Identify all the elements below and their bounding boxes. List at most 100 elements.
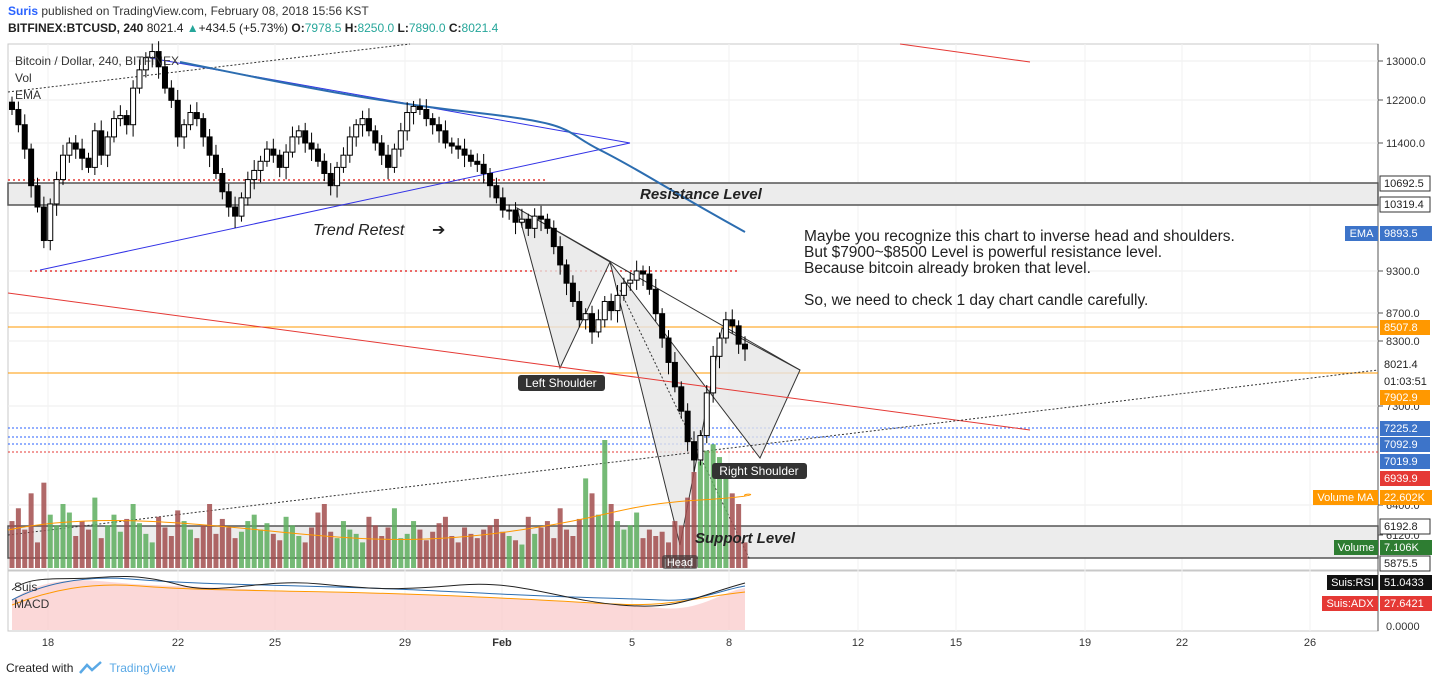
price-tag-bg (1380, 471, 1430, 486)
volume-bar (621, 529, 627, 568)
price-tag-bg (1380, 390, 1430, 405)
dotted-upper-channel (7, 43, 411, 93)
ema-line (179, 61, 746, 233)
candle-down (608, 300, 615, 312)
volume-bar (15, 508, 21, 568)
volume-bar (283, 516, 289, 568)
volume-bar (98, 538, 104, 568)
indicator-name-label: Volume MA (1317, 492, 1374, 504)
candle-down (729, 319, 736, 327)
right-shoulder-badge: Right Shoulder (712, 463, 807, 479)
candle-down (174, 99, 181, 138)
volume-bar (340, 521, 346, 568)
ema-legend: EMA (15, 88, 41, 102)
volume-bar (92, 497, 98, 568)
time-tick-label: 5 (629, 637, 635, 649)
volume-bar (474, 538, 480, 568)
candle-down (302, 130, 309, 144)
price-tick-label: 12200.0 (1386, 95, 1426, 107)
volume-bar (156, 516, 162, 568)
indicator-value-label: 22.602K (1384, 492, 1426, 504)
volume-bar (704, 450, 710, 568)
volume-bar (232, 538, 238, 568)
volume-bar (653, 536, 659, 568)
volume-bar (404, 533, 410, 568)
time-axis: 18 22 25 29 Feb 5 8 12 15 19 22 26 (42, 637, 1316, 649)
candle-up (627, 279, 634, 284)
candle-down (467, 154, 474, 162)
price-tag-bg (1379, 196, 1431, 213)
volume-bar (723, 465, 729, 568)
volume-bar (41, 482, 47, 568)
volume-bar (289, 525, 295, 568)
author-name[interactable]: Suris (8, 4, 39, 18)
volume-bar (28, 493, 34, 568)
candle-down (538, 215, 545, 220)
indicator-value-label: 9893.5 (1384, 228, 1418, 240)
indicator-name-tag (1345, 226, 1378, 241)
volume-bar (449, 536, 455, 568)
candle-down (232, 206, 239, 217)
price-tags: 10692.5 10319.4 9893.5 8507.8 8021.4 01:03:51… (1313, 175, 1432, 611)
candle-up (66, 142, 73, 156)
low-label: L: (397, 21, 409, 35)
candle-down (512, 209, 519, 223)
volume-bar (710, 444, 716, 568)
resistance-level-label: Resistance Level (640, 186, 763, 203)
indicator-name-tag (1334, 540, 1378, 555)
price-tick-label: 8700.0 (1386, 308, 1420, 320)
candle-up (283, 151, 290, 168)
candle-up (716, 337, 723, 357)
symbol-name: BITFINEX:BTCUSD, 240 (8, 21, 144, 35)
candle-down (742, 343, 748, 350)
tradingview-logo-icon (79, 661, 103, 674)
volume-bar (328, 531, 334, 568)
price-tag-label: 7092.9 (1384, 439, 1418, 451)
candle-up (110, 118, 117, 138)
candle-down (442, 130, 449, 144)
volume-bar (372, 525, 378, 568)
candle-down (314, 148, 321, 162)
symbol-info-bar: BITFINEX:BTCUSD, 240 8021.4 ▲+434.5 (+5.… (8, 21, 498, 35)
volume-bar (79, 521, 85, 568)
volume-bar (309, 527, 315, 568)
volume-bar (729, 493, 735, 568)
candle-up (187, 112, 194, 126)
candle-up (595, 319, 602, 333)
note-line: Because bitcoin already broken that leve… (804, 260, 1091, 277)
last-price: 8021.4 (146, 21, 184, 35)
vol-legend: Vol (15, 71, 32, 85)
price-tag-bg (1380, 374, 1430, 389)
volume-bar (251, 514, 257, 568)
volume-bar (525, 516, 531, 568)
candle-down (200, 118, 207, 138)
candle-up (257, 160, 264, 171)
volume-bars (9, 440, 748, 568)
volume-bar (430, 531, 436, 568)
volume-bar (519, 544, 525, 568)
price-tick-label: 11400.0 (1386, 138, 1425, 150)
candle-up (91, 130, 98, 168)
volume-bar (551, 538, 557, 568)
candle-up (710, 355, 717, 394)
candle-down (487, 172, 494, 187)
candle-up (340, 154, 347, 168)
tradingview-link[interactable]: TradingView (109, 661, 176, 675)
candle-down (455, 145, 462, 150)
candle-down (15, 108, 22, 126)
volume-bar (391, 508, 397, 568)
volume-bar (462, 527, 468, 568)
candle-up (149, 51, 156, 59)
indicator-value-tag (1380, 490, 1432, 505)
volume-bar (634, 512, 640, 568)
volume-bar (398, 538, 404, 568)
volume-bar (506, 536, 512, 568)
time-tick-label: 22 (1176, 637, 1188, 649)
candle-down (28, 148, 35, 187)
macd-legend: MACD (14, 597, 50, 611)
volume-bar (270, 533, 276, 568)
time-tick-label: Feb (492, 637, 512, 649)
candle-down (372, 130, 379, 144)
volume-bar (411, 521, 417, 568)
